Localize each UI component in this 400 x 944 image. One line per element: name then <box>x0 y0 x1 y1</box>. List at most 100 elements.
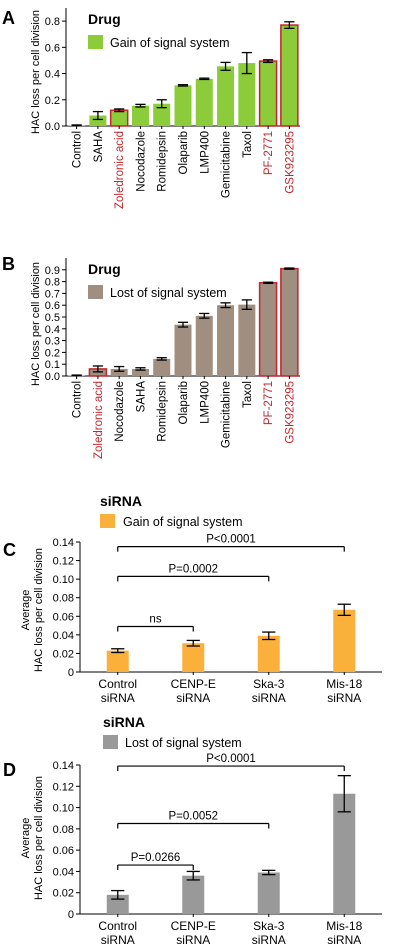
panel-c-category-label: Mis-18 <box>326 677 362 691</box>
panel-d-category-label: Control <box>98 919 137 933</box>
panel-d-y-tick-label: 0.14 <box>53 760 74 772</box>
panel-a-bar <box>131 105 149 126</box>
panel-d-y-tick-label: 0.04 <box>53 866 74 878</box>
panel-b-bar <box>153 358 171 376</box>
panel-a-category-label: Zoledronic acid <box>114 131 126 209</box>
panel-c-comparison-label: ns <box>149 614 161 626</box>
panel-c-bar <box>182 643 205 672</box>
panel-a-category-label: GSK923295 <box>284 131 296 194</box>
panel-c-plot: 00.020.040.060.080.100.120.14ControlsiRN… <box>53 534 382 705</box>
panel-c-bar <box>333 609 356 672</box>
panel-c-y-tick-label: 0.08 <box>53 593 74 605</box>
panel-a-bar <box>89 115 107 126</box>
panel-b-bar <box>217 305 235 376</box>
panel-b-category-label: Taxol <box>242 381 254 408</box>
panel-b-y-tick-label: 0.7 <box>45 288 60 300</box>
panel-b-category-label: Zoledronic acid <box>93 381 105 459</box>
panel-a-y-tick-label: 0.2 <box>45 95 60 107</box>
panel-b-y-tick-label: 0.8 <box>45 277 60 289</box>
panel-c-category-label: Ska-3 <box>253 677 285 691</box>
panel-a-category-label: LMP400 <box>199 131 211 174</box>
panel-d-title: siRNA <box>103 714 145 730</box>
panel-d-category-label: siRNA <box>252 933 286 944</box>
panel-b: B Drug Lost of signal system HAC loss pe… <box>2 254 300 459</box>
panel-c-y-tick-label: 0.04 <box>53 630 74 642</box>
panel-b-category-label: Romidepsin <box>157 381 169 442</box>
panel-b-title: Drug <box>88 261 121 277</box>
panel-d-category-label: siRNA <box>327 933 361 944</box>
panel-c-y-tick-label: 0.06 <box>53 611 74 623</box>
panel-a-category-label: Olaparib <box>178 131 190 174</box>
panel-a-category-label: Taxol <box>242 131 254 158</box>
panel-b-category-label: LMP400 <box>199 381 211 424</box>
panel-c-bar <box>106 650 129 672</box>
panel-d-legend-label: Lost of signal system <box>125 736 242 750</box>
panel-a-title: Drug <box>88 11 121 27</box>
panel-c-y-axis-label-line1: Average <box>20 590 32 631</box>
panel-d-y-tick-label: 0.10 <box>53 803 74 815</box>
panel-b-plot: 0.00.10.20.30.40.50.60.70.80.9 Control Zol… <box>45 258 300 459</box>
panel-b-category-label: Control <box>72 381 84 418</box>
panel-d-y-tick-label: 0.06 <box>53 845 74 857</box>
panel-letter-c: C <box>3 540 16 560</box>
panel-d: D siRNA Lost of signal system Average HA… <box>3 714 382 944</box>
panel-c: C siRNA Gain of signal system Average HA… <box>3 493 382 705</box>
panel-c-category-label: siRNA <box>101 691 135 705</box>
panel-a-bar <box>153 103 171 126</box>
panel-d-y-axis-label-line2: HAC loss per cell division <box>33 776 45 900</box>
panel-b-category-label: GSK923295 <box>284 381 296 444</box>
panel-a: A Drug Gain of signal system HAC loss pe… <box>2 8 300 209</box>
panel-c-bar <box>257 635 280 672</box>
panel-b-bar <box>174 324 192 376</box>
panel-a-category-label: PF-2771 <box>263 131 275 175</box>
panel-a-category-label: SAHA <box>93 131 105 163</box>
panel-c-category-label: siRNA <box>327 691 361 705</box>
panel-d-category-label: CENP-E <box>171 919 216 933</box>
panel-b-y-tick-label: 0.0 <box>45 371 60 383</box>
panel-a-bar <box>195 78 213 126</box>
panel-b-legend-swatch <box>88 285 103 299</box>
panel-b-y-tick-label: 0.9 <box>45 265 60 277</box>
panel-d-y-axis-label-line1: Average <box>20 818 32 859</box>
panel-b-category-label: Nocodazole <box>114 381 126 442</box>
panel-d-comparison-label: P=0.0266 <box>131 852 181 864</box>
panel-a-bar <box>280 24 299 127</box>
panel-b-y-tick-label: 0.6 <box>45 300 60 312</box>
panel-d-legend-swatch <box>103 735 118 749</box>
panel-c-y-tick-label: 0.12 <box>53 556 74 568</box>
panel-b-y-tick-label: 0.3 <box>45 336 60 348</box>
panel-letter-a: A <box>2 8 15 28</box>
panel-a-category-label: Gemicitabine <box>221 131 233 198</box>
panel-c-comparison-label: P=0.0002 <box>168 563 218 575</box>
panel-d-comparison-label: P=0.0052 <box>168 811 218 823</box>
panel-d-bar <box>257 872 280 914</box>
panel-d-y-tick-label: 0 <box>68 909 74 921</box>
panel-d-category-label: Mis-18 <box>326 919 362 933</box>
panel-c-y-tick-label: 0.02 <box>53 648 74 660</box>
panel-letter-d: D <box>3 760 16 780</box>
panel-c-y-tick-label: 0.14 <box>53 537 74 549</box>
panel-d-category-label: Ska-3 <box>253 919 285 933</box>
panel-c-category-label: Control <box>98 677 137 691</box>
panel-d-y-tick-label: 0.02 <box>53 888 74 900</box>
panel-a-y-axis-label: HAC loss per cell division <box>30 10 42 134</box>
panel-b-bar <box>258 282 278 377</box>
panel-a-y-tick-label: 0.8 <box>45 16 60 28</box>
panel-a-bar <box>217 66 235 126</box>
panel-b-category-label: Olaparib <box>178 381 190 424</box>
panel-c-legend-swatch <box>100 514 115 528</box>
panel-b-y-tick-label: 0.5 <box>45 312 60 324</box>
panel-c-comparison-label: P<0.0001 <box>206 534 256 546</box>
panel-d-comparison-label: P<0.0001 <box>206 753 256 765</box>
panel-d-y-tick-label: 0.08 <box>53 824 74 836</box>
panel-b-y-axis-label: HAC loss per cell division <box>30 262 42 386</box>
panel-b-category-label: SAHA <box>135 381 147 413</box>
panel-c-y-tick-label: 0 <box>68 667 74 679</box>
panel-a-y-tick-label: 0.6 <box>45 42 60 54</box>
panel-c-y-tick-label: 0.10 <box>53 574 74 586</box>
panel-c-category-label: siRNA <box>176 691 210 705</box>
panel-b-category-label: PF-2771 <box>263 381 275 425</box>
panel-c-category-label: siRNA <box>252 691 286 705</box>
panel-c-y-axis-label-line2: HAC loss per cell division <box>33 548 45 672</box>
